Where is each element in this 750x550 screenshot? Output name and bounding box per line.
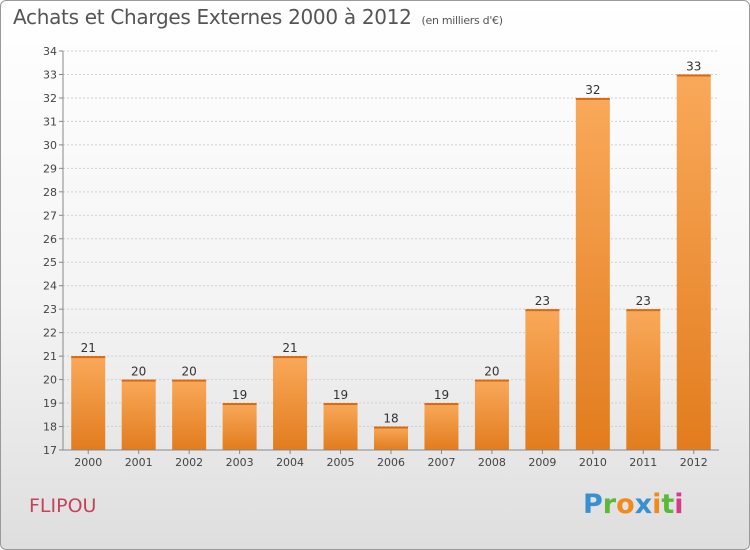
bar-top bbox=[374, 426, 408, 429]
data-label: 19 bbox=[333, 388, 348, 402]
bar-top bbox=[323, 403, 358, 406]
data-label: 20 bbox=[131, 365, 146, 379]
logo-letter: i bbox=[674, 489, 684, 520]
y-tick-label: 27 bbox=[43, 209, 57, 222]
data-label: 32 bbox=[585, 83, 600, 97]
y-tick-label: 19 bbox=[43, 397, 57, 410]
bar-top bbox=[626, 309, 661, 312]
bar-top bbox=[222, 403, 257, 406]
bar-top bbox=[474, 379, 509, 382]
y-tick-label: 23 bbox=[43, 303, 57, 316]
data-label: 33 bbox=[686, 59, 701, 73]
x-tick-label: 2007 bbox=[427, 456, 455, 469]
bar bbox=[323, 403, 358, 450]
y-tick-label: 29 bbox=[43, 162, 57, 175]
proxiti-logo: Proxiti bbox=[583, 489, 684, 520]
y-tick-label: 26 bbox=[43, 233, 57, 246]
bar bbox=[676, 74, 711, 451]
logo-letter: x bbox=[634, 489, 653, 520]
bar-top bbox=[424, 403, 459, 406]
bar-top bbox=[676, 74, 711, 77]
data-label: 23 bbox=[535, 294, 550, 308]
data-label: 20 bbox=[484, 365, 499, 379]
logo-letter: P bbox=[583, 489, 603, 520]
x-tick-label: 2005 bbox=[327, 456, 355, 469]
chart-unit: (en milliers d'€) bbox=[421, 14, 503, 27]
data-label: 19 bbox=[434, 388, 449, 402]
gridlines bbox=[63, 50, 719, 451]
y-tick-label: 17 bbox=[43, 444, 57, 457]
bar bbox=[222, 403, 257, 450]
y-tick-label: 22 bbox=[43, 327, 57, 340]
axes: 17 18 19 20 21 22 23 24 25 26 27 28 29 30 31 32 33 34 2000… bbox=[43, 45, 719, 469]
data-label: 20 bbox=[182, 365, 197, 379]
x-tick-label: 2003 bbox=[226, 456, 254, 469]
bar-top bbox=[71, 356, 106, 359]
logo-letter: t bbox=[661, 489, 675, 520]
x-tick-label: 2008 bbox=[478, 456, 506, 469]
y-tick-label: 33 bbox=[43, 68, 57, 81]
commune-name: FLIPOU bbox=[29, 495, 97, 517]
x-tick-label: 2001 bbox=[125, 456, 153, 469]
bar-top bbox=[121, 379, 156, 382]
bar bbox=[71, 356, 106, 450]
y-tick-label: 25 bbox=[43, 256, 57, 269]
data-label: 19 bbox=[232, 388, 247, 402]
bar-top bbox=[172, 379, 207, 382]
chart-title: Achats et Charges Externes 2000 à 2012 (e… bbox=[13, 5, 503, 29]
y-tick-label: 28 bbox=[43, 186, 57, 199]
y-tick-label: 18 bbox=[43, 421, 57, 434]
bar bbox=[273, 356, 308, 450]
y-tick-label: 31 bbox=[43, 115, 57, 128]
bar-top bbox=[273, 356, 308, 359]
bar bbox=[424, 403, 459, 450]
y-tick-label: 34 bbox=[43, 45, 57, 58]
y-tick-label: 30 bbox=[43, 139, 57, 152]
x-tick-label: 2002 bbox=[175, 456, 203, 469]
y-tick-label: 20 bbox=[43, 374, 57, 387]
x-tick-label: 2004 bbox=[276, 456, 304, 469]
logo-letter: o bbox=[616, 489, 635, 520]
x-tick-label: 2010 bbox=[579, 456, 607, 469]
logo-letter: r bbox=[602, 489, 617, 520]
bar bbox=[575, 97, 610, 451]
data-label: 23 bbox=[636, 294, 651, 308]
logo-letter: i bbox=[652, 489, 662, 520]
bars: 21 20 20 19 21 19 18 19 20 23 32 23 33 bbox=[71, 59, 711, 451]
bar bbox=[525, 309, 560, 450]
bar bbox=[121, 379, 156, 450]
x-tick-label: 2000 bbox=[74, 456, 102, 469]
bar-top bbox=[525, 309, 560, 312]
y-tick-label: 32 bbox=[43, 92, 57, 105]
chart-title-text: Achats et Charges Externes 2000 à 2012 bbox=[13, 5, 412, 29]
x-tick-label: 2009 bbox=[528, 456, 556, 469]
bar bbox=[626, 309, 661, 450]
y-tick-label: 21 bbox=[43, 350, 57, 363]
bar bbox=[474, 379, 509, 450]
y-tick-label: 24 bbox=[43, 280, 57, 293]
bar-top bbox=[575, 97, 610, 100]
bar bbox=[172, 379, 207, 450]
data-label: 21 bbox=[81, 341, 96, 355]
data-label: 18 bbox=[383, 412, 398, 426]
x-tick-label: 2012 bbox=[680, 456, 708, 469]
x-tick-label: 2011 bbox=[629, 456, 657, 469]
data-label: 21 bbox=[282, 341, 297, 355]
x-tick-label: 2006 bbox=[377, 456, 405, 469]
bar bbox=[374, 426, 408, 450]
